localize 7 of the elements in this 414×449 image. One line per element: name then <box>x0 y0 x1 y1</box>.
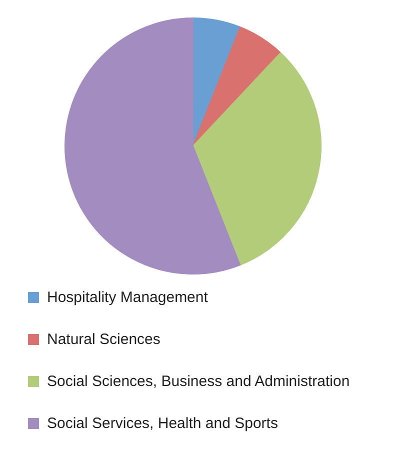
pie-slice <box>192 26 282 146</box>
legend-label: Social Services, Health and Sports <box>47 414 278 432</box>
legend-label: Social Sciences, Business and Administration <box>47 372 350 390</box>
legend-label: Hospitality Management <box>47 288 208 306</box>
legend-label: Natural Sciences <box>47 330 160 348</box>
pie-slice <box>64 18 241 274</box>
pie-slice <box>192 52 322 266</box>
